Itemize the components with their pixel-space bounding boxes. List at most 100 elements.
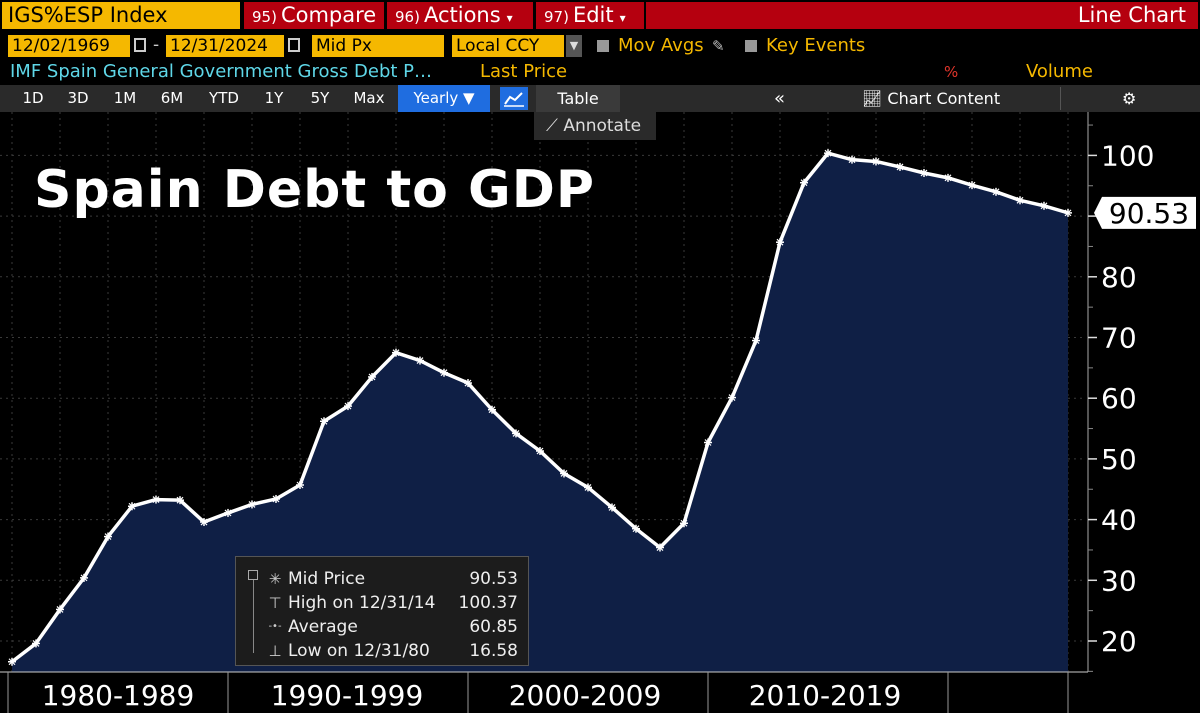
data-point — [584, 483, 592, 492]
chevron-down-icon: ▾ — [619, 11, 626, 25]
pencil-icon[interactable]: ✎ — [712, 37, 725, 55]
data-point-stroke — [680, 519, 688, 527]
data-point — [80, 573, 88, 582]
data-point — [320, 417, 328, 426]
y-tick-label: 30 — [1101, 564, 1137, 597]
data-point-stroke — [224, 509, 232, 517]
data-point-stroke — [272, 495, 280, 503]
collapse-box-icon[interactable] — [248, 570, 258, 580]
annotate-button[interactable]: ⟋ Annotate — [534, 112, 656, 140]
data-point — [176, 496, 184, 505]
data-point — [248, 500, 256, 509]
y-tick-label: 80 — [1101, 261, 1137, 294]
data-point — [296, 481, 304, 490]
line-chart-icon[interactable] — [500, 87, 528, 110]
data-point — [776, 238, 784, 247]
data-point — [368, 372, 376, 381]
data-point-stroke — [368, 373, 376, 381]
high-marker-icon: ⊤ — [268, 594, 282, 612]
data-point-stroke — [344, 402, 352, 410]
price-field-select[interactable]: Mid Px — [312, 35, 444, 57]
data-point — [872, 157, 880, 166]
data-point-stroke — [584, 484, 592, 491]
mov-avgs-label[interactable]: Mov Avgs — [618, 35, 704, 56]
key-events-label[interactable]: Key Events — [766, 35, 866, 56]
period-6m[interactable]: 6M — [160, 89, 184, 107]
period-5y[interactable]: 5Y — [310, 89, 330, 107]
period-ytd[interactable]: YTD — [209, 89, 239, 107]
series-info-row: IMF Spain General Government Gross Debt … — [0, 60, 1200, 84]
period-1y[interactable]: 1Y — [264, 89, 284, 107]
data-point — [1064, 208, 1072, 217]
asterisk-icon: ✳ — [268, 570, 282, 588]
last-value-text: 90.53 — [1109, 197, 1189, 230]
calendar-icon[interactable] — [288, 38, 300, 52]
data-point — [272, 494, 280, 503]
start-date-field[interactable]: 12/02/1969 — [8, 35, 130, 57]
data-point — [560, 469, 568, 478]
data-point — [536, 447, 544, 456]
table-button[interactable]: Table — [536, 85, 620, 112]
data-point — [968, 181, 976, 190]
data-point-stroke — [944, 174, 952, 182]
legend-tree-line — [253, 573, 254, 653]
gear-icon[interactable]: ⚙ — [1122, 89, 1137, 108]
data-point-stroke — [1016, 196, 1024, 204]
collapse-icon[interactable]: « — [774, 88, 786, 109]
actions-button[interactable]: 96) Actions ▾ — [387, 2, 533, 29]
key-events-checkbox[interactable] — [745, 40, 757, 52]
data-point — [992, 187, 1000, 196]
legend-row-average: -•- Average 60.85 — [236, 616, 530, 638]
data-point-stroke — [632, 525, 640, 533]
ticker-field[interactable]: IGS%ESP Index — [2, 2, 240, 29]
actions-number: 96) — [395, 8, 420, 26]
data-point-stroke — [104, 533, 112, 541]
mov-avgs-checkbox[interactable] — [597, 40, 609, 52]
frequency-select[interactable]: Yearly ▼ — [398, 85, 490, 112]
area-fill — [12, 153, 1068, 672]
period-3d[interactable]: 3D — [67, 89, 89, 107]
calendar-icon[interactable] — [134, 38, 146, 52]
period-max[interactable]: Max — [353, 89, 385, 107]
series-description[interactable]: IMF Spain General Government Gross Debt … — [10, 61, 432, 82]
data-point — [824, 149, 832, 158]
edit-button[interactable]: 97) Edit ▾ — [536, 2, 644, 29]
data-point — [464, 379, 472, 388]
data-point — [632, 524, 640, 533]
data-point-stroke — [1064, 209, 1072, 217]
compare-button[interactable]: 95) Compare — [244, 2, 384, 29]
legend-label: Low on 12/31/80 — [288, 641, 430, 661]
data-point-stroke — [488, 406, 496, 414]
data-point-stroke — [464, 379, 472, 387]
data-point-stroke — [560, 470, 568, 477]
data-point-stroke — [704, 439, 712, 446]
data-point-stroke — [440, 369, 448, 377]
chart-content-button[interactable]: 📈︎ Chart Content — [862, 85, 1000, 112]
period-1m[interactable]: 1M — [113, 89, 137, 107]
edit-number: 97) — [544, 8, 569, 26]
x-axis-band — [0, 672, 1200, 713]
x-group-label: 1980-1989 — [42, 679, 195, 712]
data-point — [1016, 196, 1024, 205]
chart-type-label: Line Chart — [1077, 3, 1186, 27]
chevron-down-icon[interactable]: ▼ — [566, 35, 582, 57]
annotate-icon: ⟋ — [546, 116, 564, 136]
currency-select[interactable]: Local CCY — [452, 35, 564, 57]
chart-content-icon: 📈︎ — [862, 89, 888, 108]
y-tick-label: 20 — [1101, 625, 1137, 658]
data-point — [728, 393, 736, 402]
data-point — [512, 429, 520, 438]
data-point — [848, 155, 856, 164]
data-point — [608, 503, 616, 512]
data-point — [8, 657, 16, 666]
period-1d[interactable]: 1D — [22, 89, 44, 107]
chart-area[interactable]: 1009080706050403020 1980-19891990-199920… — [0, 112, 1200, 713]
last-price-label: Last Price — [480, 61, 568, 82]
data-point — [1040, 201, 1048, 210]
data-point-stroke — [896, 163, 904, 171]
end-date-field[interactable]: 12/31/2024 — [166, 35, 284, 57]
data-point-stroke — [776, 238, 784, 246]
edit-label: Edit — [572, 3, 614, 27]
data-point-stroke — [920, 169, 928, 177]
legend-box[interactable]: ✳ Mid Price 90.53 ⊤ High on 12/31/14 100… — [235, 556, 529, 666]
